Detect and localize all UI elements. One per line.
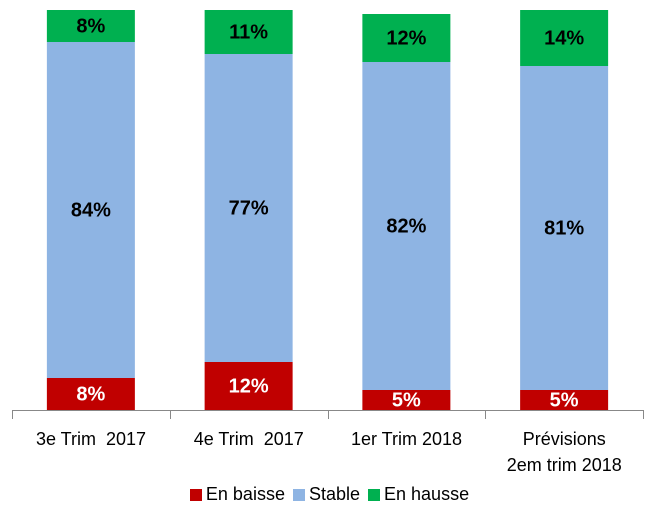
value-label: 8%: [76, 383, 105, 405]
value-label: 12%: [386, 27, 426, 49]
x-tick-label: 1er Trim 2018: [350, 429, 463, 449]
value-label: 12%: [229, 375, 269, 397]
bar-segment: [46, 42, 135, 378]
value-label: 82%: [386, 215, 426, 237]
x-tick-label: 4e Trim 2017: [193, 429, 304, 449]
x-tick-label: 3e Trim 2017: [35, 429, 147, 449]
bar-segment: [362, 14, 451, 62]
value-label: 14%: [544, 27, 584, 49]
bar-segment: [520, 390, 609, 410]
bar-segment: [204, 362, 293, 410]
legend-swatch: [368, 488, 381, 501]
legend-label: En hausse: [384, 484, 470, 504]
legend-item: En baisse: [189, 484, 285, 505]
value-label: 84%: [71, 199, 111, 221]
value-label: 81%: [544, 217, 584, 239]
legend-label: En baisse: [205, 484, 285, 504]
legend-label: Stable: [308, 484, 361, 504]
bar-segment: [362, 62, 451, 390]
bar-segment: [204, 54, 293, 362]
bar-segment: [520, 10, 609, 66]
bar-segment: [362, 390, 451, 410]
legend-swatch: [189, 488, 202, 501]
x-tick-label: Prévisions 2em trim 2018: [506, 429, 622, 475]
value-label: 77%: [229, 197, 269, 219]
legend-item: En hausse: [368, 484, 469, 505]
value-label: 8%: [76, 15, 105, 37]
bar-segment: [46, 378, 135, 410]
value-label: 11%: [229, 21, 268, 43]
bar-segment: [46, 10, 135, 42]
legend: En baisse Stable En hausse: [0, 484, 659, 505]
legend-swatch: [292, 488, 305, 501]
value-label: 5%: [550, 389, 579, 411]
bar-segment: [204, 10, 293, 54]
bar-segment: [520, 66, 609, 390]
legend-item: Stable: [292, 484, 361, 505]
value-label: 5%: [392, 389, 421, 411]
